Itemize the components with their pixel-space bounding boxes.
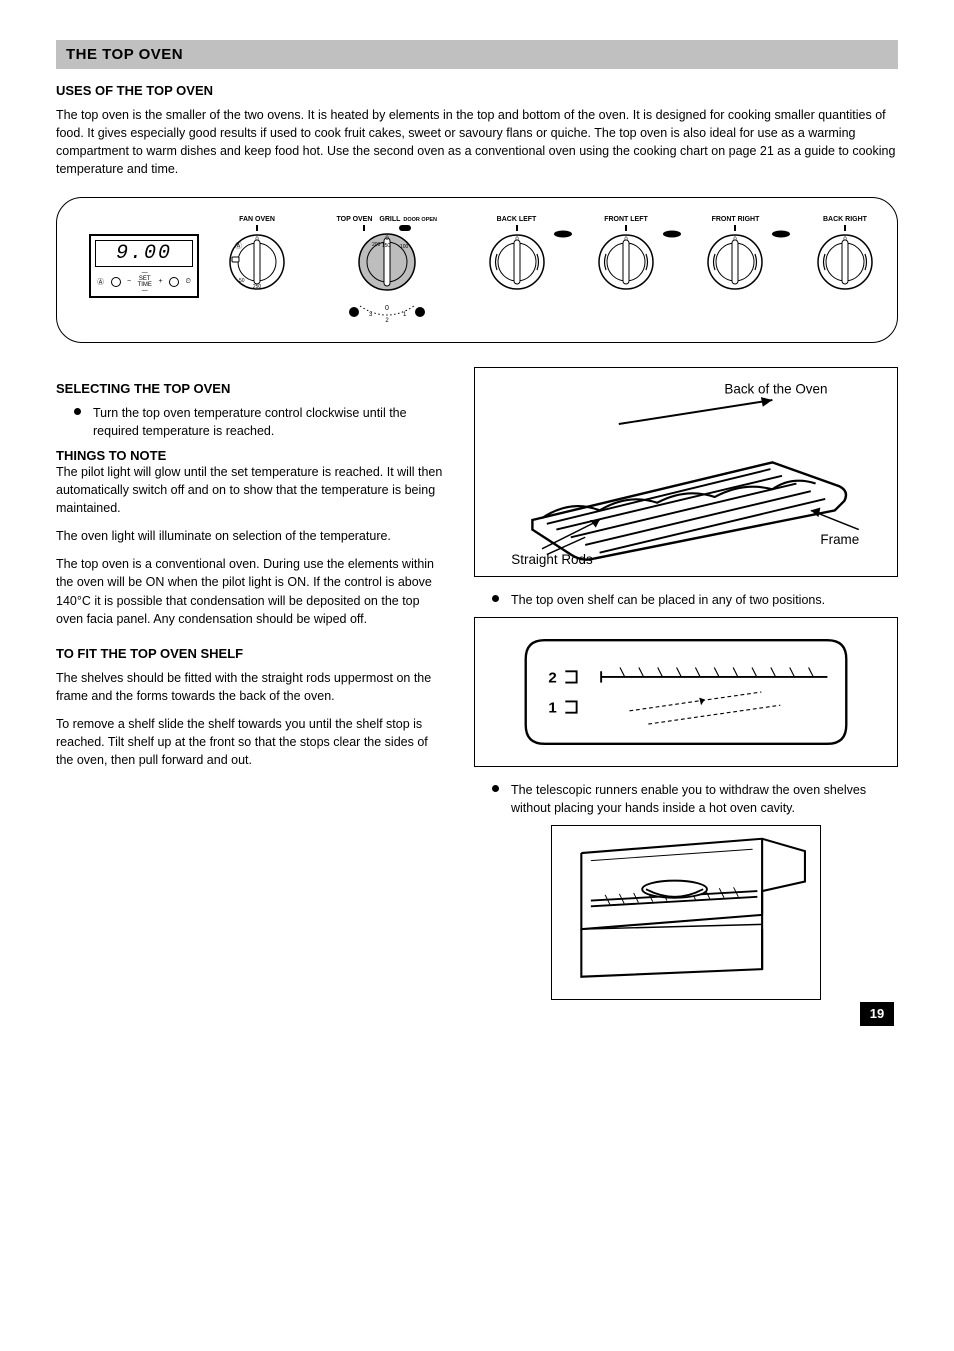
uses-subtitle: USES OF THE TOP OVEN [56,83,898,98]
selecting-heading: SELECTING THE TOP OVEN [56,381,446,396]
top-oven-knob: 0 200 150 100 0 3 2 1 [346,232,428,328]
straight-rods-label: Straight Rods [511,552,593,567]
front-left-label: FRONT LEFT [604,216,648,223]
back-right-label: BACK RIGHT [823,216,867,223]
top-oven-label: TOP OVEN [336,216,372,223]
shelf-wire-figure: Back of the Oven Straight Rods Frame [474,367,898,577]
clock-button-2 [169,277,179,287]
front-left-dial: FRONT LEFT 0 [596,216,656,292]
hob-knob: 0 [815,232,875,292]
fan-oven-knob: 0 Ⓐ 50 250 [227,232,287,292]
svg-text:2: 2 [548,669,556,686]
telescopic-runners-note: The telescopic runners enable you to wit… [511,781,898,817]
fan-oven-dial: FAN OVEN 0 Ⓐ 50 250 [227,216,287,292]
control-panel-figure: 9.00 Ⓐ − — SET TIME — + ⏲ [56,197,898,343]
door-open-label: DOOR OPEN [403,217,437,223]
svg-text:200: 200 [372,242,381,248]
svg-text:150: 150 [382,243,391,249]
shelf-positions-note: The top oven shelf can be placed in any … [511,591,825,609]
hob-knob: 0 [596,232,656,292]
things-to-note-heading: THINGS TO NOTE [56,448,446,463]
clock-display: 9.00 [95,240,193,267]
svg-text:2: 2 [385,318,389,324]
top-oven-dial: TOP OVEN GRILL DOOR OPEN 0 200 [336,216,437,328]
page-number: 19 [860,1002,894,1026]
svg-text:1: 1 [548,699,556,716]
hob-knob: 0 [487,232,547,292]
svg-text:100: 100 [400,244,409,250]
note-item-3: The top oven is a conventional oven. Dur… [56,555,446,628]
back-left-dial: BACK LEFT 0 [487,216,547,292]
hob-knob: 0 [705,232,765,292]
back-right-dial: BACK RIGHT 0 [815,216,875,292]
hob-indicator-icon [662,230,682,238]
intro-paragraph: The top oven is the smaller of the two o… [56,106,898,179]
selecting-step: Turn the top oven temperature control cl… [93,404,446,440]
clock-icon: ⏲ [186,278,191,286]
front-right-dial: FRONT RIGHT 0 [705,216,765,292]
svg-text:250: 250 [253,284,262,290]
grill-indicator-icon [399,225,411,232]
hob-indicator-icon [553,230,573,238]
fit-shelf-text: The shelves should be fitted with the st… [56,669,446,705]
frame-label: Frame [820,532,859,547]
svg-text:Ⓐ: Ⓐ [235,242,242,250]
section-title-bar: THE TOP OVEN [56,40,898,69]
plus-label: + [158,278,162,285]
bullet-icon [74,408,81,415]
svg-text:50: 50 [239,278,245,284]
fan-oven-label: FAN OVEN [239,216,275,223]
timer-clock: 9.00 Ⓐ − — SET TIME — + ⏲ [79,234,209,298]
grill-label: GRILL [379,216,400,223]
front-right-label: FRONT RIGHT [712,216,760,223]
hob-indicator-icon [771,230,791,238]
back-of-oven-label: Back of the Oven [724,381,827,396]
bullet-icon [492,785,499,792]
bullet-icon [492,595,499,602]
minus-label: − [127,278,131,285]
oven-withdraw-figure [551,825,821,1000]
clock-button-1 [111,277,121,287]
svg-text:1: 1 [403,312,407,318]
svg-text:0: 0 [385,305,389,312]
back-left-label: BACK LEFT [497,216,537,223]
shelf-positions-figure: 2 1 [474,617,898,767]
remove-shelf-text: To remove a shelf slide the shelf toward… [56,715,446,769]
set-time-label: — SET TIME — [138,270,152,294]
fit-shelf-heading: TO FIT THE TOP OVEN SHELF [56,646,446,661]
note-item-1: The pilot light will glow until the set … [56,463,446,517]
svg-text:3: 3 [369,312,373,318]
note-item-2: The oven light will illuminate on select… [56,527,446,545]
auto-icon: Ⓐ [97,277,104,287]
